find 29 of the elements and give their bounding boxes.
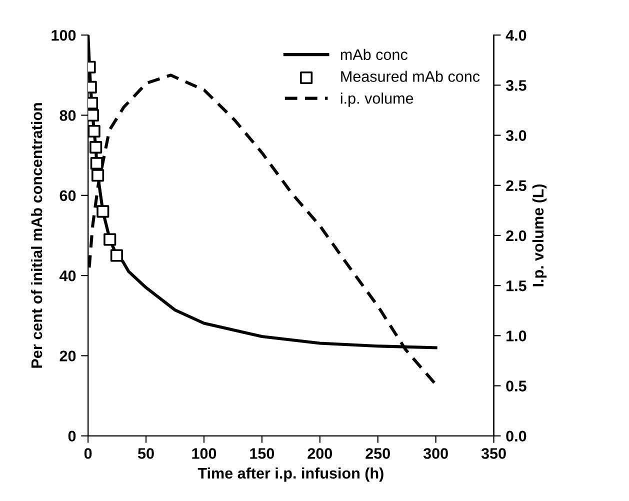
y2-axis-title: I.p. volume (L) bbox=[532, 184, 547, 286]
x-tick-label: 0 bbox=[84, 448, 92, 459]
legend-label: mAb conc bbox=[340, 48, 408, 60]
y2-tick-label: 0.0 bbox=[506, 430, 526, 442]
x-tick-label: 350 bbox=[481, 448, 506, 459]
legend-label: i.p. volume bbox=[340, 92, 414, 107]
y-axis-title: Per cent of initial mAb concentration bbox=[30, 103, 42, 368]
x-tick-label: 50 bbox=[138, 448, 154, 459]
x-tick-label: 250 bbox=[366, 448, 390, 459]
y2-tick-label: 3.5 bbox=[506, 80, 526, 91]
y2-tick-label: 2.5 bbox=[506, 180, 526, 192]
y2-tick-label: 1.0 bbox=[506, 330, 526, 342]
x-tick-label: 200 bbox=[308, 448, 332, 459]
y2-tick-label: 4.0 bbox=[506, 30, 526, 41]
legend-label: Measured mAb conc bbox=[341, 70, 480, 82]
y-tick-label: 100 bbox=[52, 30, 76, 41]
y-tick-label: 40 bbox=[59, 270, 76, 282]
x-tick-label: 150 bbox=[250, 448, 274, 459]
y-tick-label: 0 bbox=[68, 430, 76, 442]
y2-tick-label: 0.5 bbox=[506, 380, 526, 392]
y2-tick-label: 2.0 bbox=[506, 230, 526, 242]
x-tick-label: 300 bbox=[423, 448, 448, 459]
y-tick-label: 20 bbox=[60, 350, 76, 362]
y2-tick-label: 3.0 bbox=[506, 130, 526, 141]
y-tick-label: 60 bbox=[60, 190, 76, 202]
y-tick-label: 80 bbox=[60, 110, 76, 121]
y2-tick-label: 1.5 bbox=[506, 280, 526, 292]
x-tick-label: 100 bbox=[192, 448, 216, 459]
x-axis-title: Time after i.p. infusion (h) bbox=[198, 467, 384, 482]
